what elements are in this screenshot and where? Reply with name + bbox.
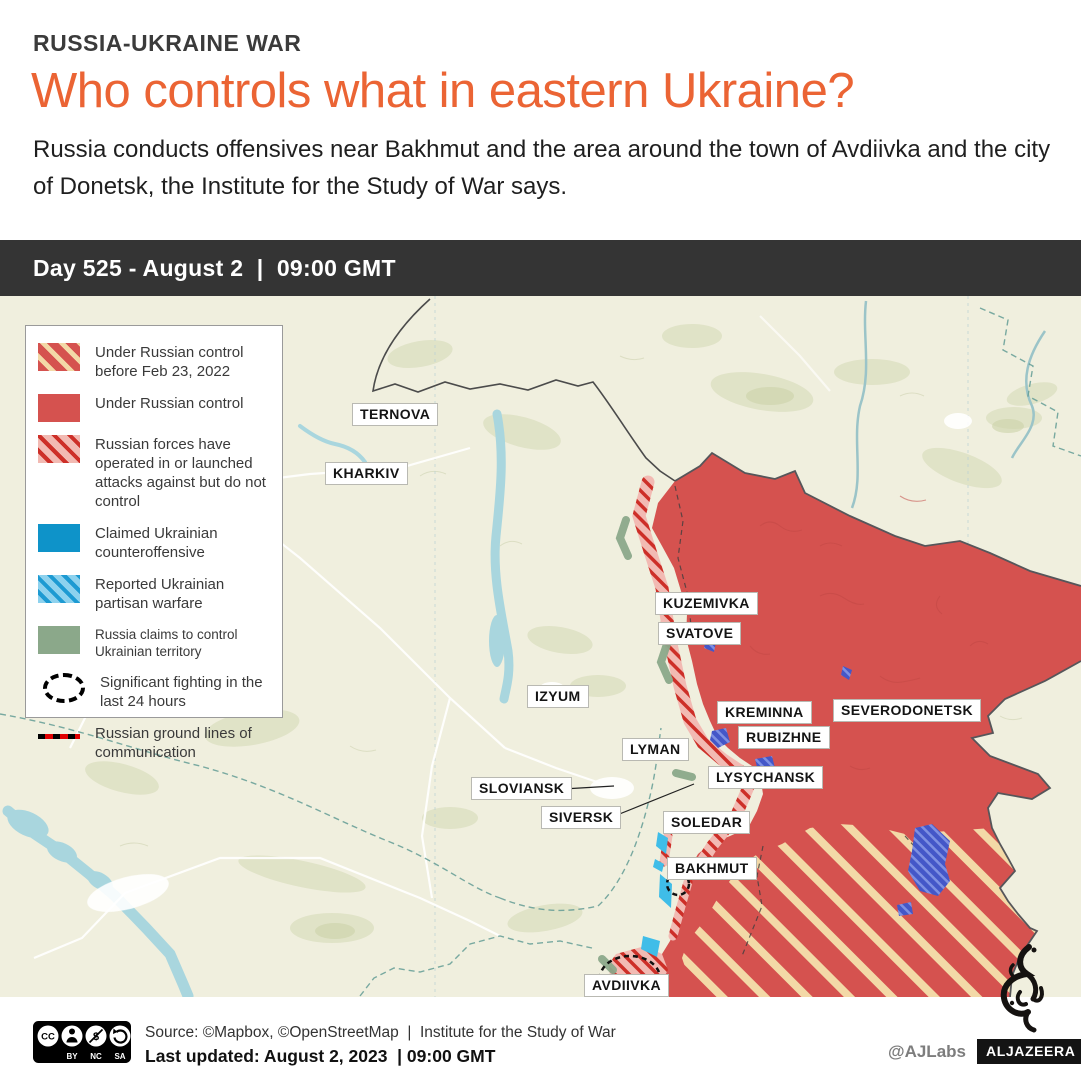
subtitle: Russia conducts offensives near Bakhmut … (33, 136, 1051, 200)
map-label-sloviansk: SLOVIANSK (471, 777, 573, 800)
legend-label: Russian forces have operated in or launc… (95, 436, 266, 510)
legend-label: Under Russian control before Feb 23, 202… (95, 344, 244, 380)
cc-nc-label: NC (90, 1052, 102, 1061)
map-label-severodonetsk: SEVERODONETSK (833, 699, 981, 722)
legend-item: Reported Ukrainian partisan warfare (38, 575, 270, 613)
map-label-bakhmut: BAKHMUT (667, 857, 757, 880)
map-label-soledar: SOLEDAR (663, 811, 751, 834)
map-label-avdiivka: AVDIIVKA (584, 974, 670, 997)
legend-dashed-circle-icon (43, 673, 85, 703)
legend-swatch-green-icon (38, 626, 80, 654)
international-border (372, 298, 676, 482)
legend-label: Claimed Ukrainian counteroffensive (95, 525, 218, 561)
legend-item: Significant fighting in the last 24 hour… (38, 673, 270, 711)
map-label-siversk: SIVERSK (541, 806, 622, 829)
legend: Under Russian control before Feb 23, 202… (25, 325, 283, 761)
map-label-izyum: IZYUM (527, 685, 589, 708)
russia-claims-strips (598, 516, 696, 974)
legend-label: Under Russian control (95, 395, 244, 412)
cc-license-badge-icon: CC $ BY NC SA (33, 1021, 131, 1063)
legend-label: Reported Ukrainian partisan warfare (95, 576, 225, 612)
cc-icon: CC (41, 1032, 55, 1043)
cc-by-label: BY (66, 1052, 78, 1061)
map-label-kuzemivka: KUZEMIVKA (655, 592, 758, 615)
ajlabs-credit: @AJLabs (888, 1042, 966, 1061)
map-label-svatove: SVATOVE (658, 622, 742, 645)
border-on-red-edge (674, 451, 1081, 997)
legend-item: Under Russian control before Feb 23, 202… (38, 343, 270, 381)
aljazeera-logo-icon (1000, 944, 1044, 1033)
legend-swatch-attack-hatch-icon (38, 435, 80, 463)
map-label-kharkiv: KHARKIV (325, 462, 408, 485)
legend-ground-lines-icon (38, 734, 80, 739)
legend-item: Russian forces have operated in or launc… (38, 435, 270, 511)
legend-swatch-red-icon (38, 394, 80, 422)
map-label-lysychansk: LYSYCHANSK (708, 766, 824, 789)
kicker: RUSSIA-UKRAINE WAR (33, 30, 302, 56)
legend-item: Russia claims to control Ukrainian terri… (38, 626, 270, 660)
source-line: Source: ©Mapbox, ©OpenStreetMap | Instit… (145, 1024, 616, 1041)
map-label-rubizhne: RUBIZHNE (738, 726, 830, 749)
map-label-kreminna: KREMINNA (717, 701, 812, 724)
map-label-ternova: TERNOVA (352, 403, 439, 426)
legend-item: Under Russian control (38, 394, 270, 422)
map-label-lyman: LYMAN (622, 738, 689, 761)
red-relief-lines (749, 495, 989, 771)
ukrainian-counteroffensive-patches (641, 832, 672, 957)
legend-item: Russian ground lines of communication (38, 724, 270, 762)
streams (850, 300, 1047, 509)
legend-label: Russian ground lines of communication (95, 725, 252, 761)
legend-label: Significant fighting in the last 24 hour… (100, 674, 263, 710)
admin-boundaries (0, 307, 1081, 997)
terrain-patches (29, 324, 1058, 943)
aljazeera-wordmark: ALJAZEERA (977, 1039, 1081, 1064)
legend-item: Claimed Ukrainian counteroffensive (38, 524, 270, 562)
cc-sa-label: SA (114, 1052, 125, 1061)
date-bar: Day 525 - August 2 | 09:00 GMT (0, 240, 1081, 296)
legend-swatch-pre2022-hatch-icon (38, 343, 80, 371)
russian-pre2022-area (682, 824, 1037, 997)
page-title: Who controls what in eastern Ukraine? (31, 64, 855, 118)
legend-label: Russia claims to control Ukrainian terri… (95, 627, 238, 659)
legend-swatch-blue-icon (38, 524, 80, 552)
legend-swatch-partisan-hatch-icon (38, 575, 80, 603)
last-updated-line: Last updated: August 2, 2023 | 09:00 GMT (145, 1046, 496, 1066)
